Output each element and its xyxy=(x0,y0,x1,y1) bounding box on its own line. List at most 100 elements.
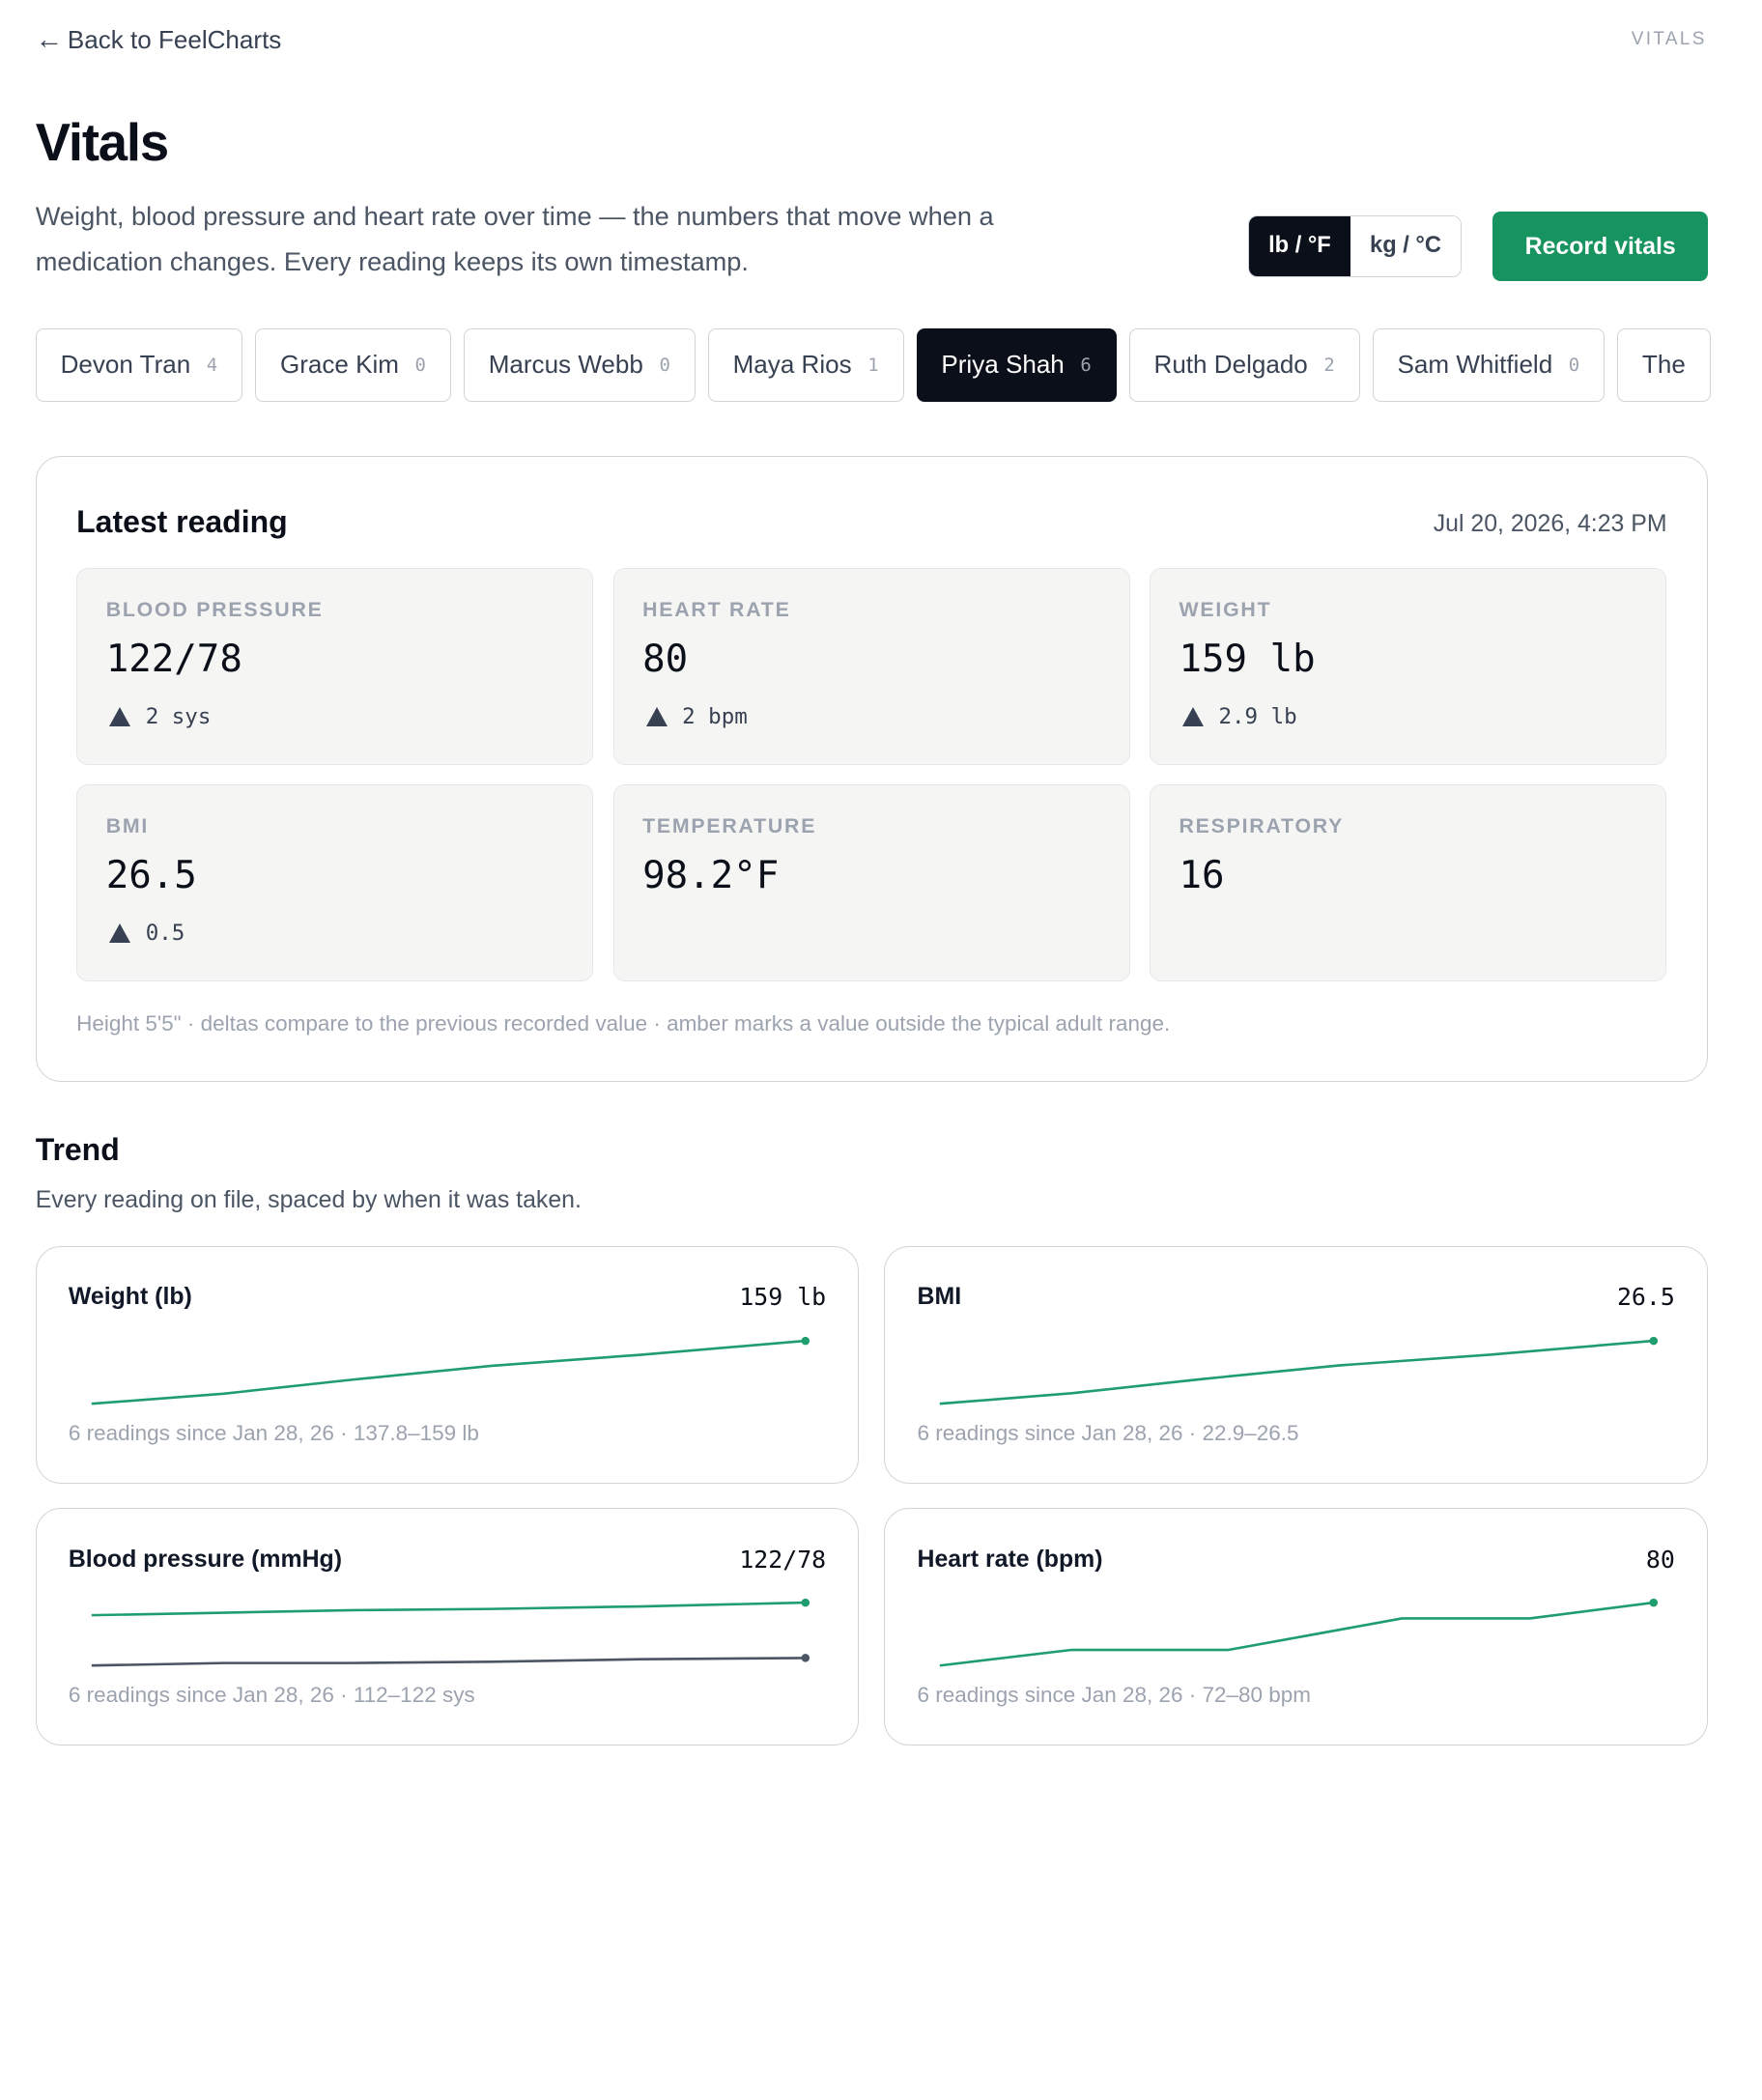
stat-label: BMI xyxy=(105,813,150,837)
series-end-point-2 xyxy=(801,1653,810,1662)
series-line-1 xyxy=(91,1601,806,1617)
series-end-point-1 xyxy=(801,1336,810,1345)
stat-temperature: TEMPERATURE 98.2°F xyxy=(612,784,1130,981)
stat-label: BLOOD PRESSURE xyxy=(105,597,324,621)
patient-tab-count: 0 xyxy=(659,354,670,376)
stat-delta-value: 0.5 xyxy=(145,920,185,946)
arrow-left-icon: ← xyxy=(35,24,64,56)
section-label: VITALS xyxy=(1631,29,1707,50)
patient-tab-name: Priya Shah xyxy=(941,350,1065,380)
patient-tab-ruth-delgado[interactable]: Ruth Delgado 2 xyxy=(1128,327,1360,402)
stat-value: 16 xyxy=(1179,854,1225,898)
trend-card-current: 122/78 xyxy=(739,1545,827,1574)
trend-card-title: Heart rate (bpm) xyxy=(917,1545,1103,1573)
trend-card-caption: 6 readings since Jan 28, 26 · 137.8–159 … xyxy=(68,1420,479,1445)
series-line-2 xyxy=(91,1656,806,1667)
sparkline-chart xyxy=(91,1336,810,1405)
stat-value: 159 lb xyxy=(1179,638,1316,682)
patient-tab-name: Marcus Webb xyxy=(488,350,643,380)
patient-tab-name: Sam Whitfield xyxy=(1397,350,1553,380)
patient-tab-name: The xyxy=(1641,350,1686,380)
triangle-up-icon xyxy=(109,923,131,943)
stat-value: 98.2°F xyxy=(642,854,780,898)
stat-delta-value: 2 bpm xyxy=(682,704,748,730)
series-end-point-1 xyxy=(801,1598,810,1607)
patient-tab-count: 1 xyxy=(867,354,879,376)
stat-weight: WEIGHT 159 lb 2.9 lb xyxy=(1149,568,1667,766)
stat-label: HEART RATE xyxy=(642,597,791,621)
latest-reading-title: Latest reading xyxy=(76,504,288,540)
stat-heart-rate: HEART RATE 80 2 bpm xyxy=(612,568,1130,766)
patient-tab-count: 4 xyxy=(206,354,218,376)
stat-label: TEMPERATURE xyxy=(642,813,817,837)
triangle-up-icon xyxy=(1182,707,1205,727)
patient-tab-name: Maya Rios xyxy=(732,350,852,380)
stat-delta: 2 sys xyxy=(109,704,211,729)
patient-tab-devon-tran[interactable]: Devon Tran 4 xyxy=(35,327,243,402)
trend-card-current: 80 xyxy=(1645,1545,1675,1574)
trend-card-caption: 6 readings since Jan 28, 26 · 72–80 bpm xyxy=(917,1682,1312,1707)
stat-delta-value: 2.9 lb xyxy=(1218,704,1297,730)
top-bar: ← Back to FeelCharts VITALS xyxy=(36,20,1707,59)
stat-delta: 2.9 lb xyxy=(1182,704,1297,729)
stat-bmi: BMI 26.5 0.5 xyxy=(76,784,594,981)
latest-reading-timestamp: Jul 20, 2026, 4:23 PM xyxy=(1433,509,1667,537)
series-end-point-1 xyxy=(1649,1598,1659,1607)
sparkline-chart xyxy=(940,1336,1659,1405)
series-end-point-1 xyxy=(1649,1336,1659,1345)
trend-card-bmi: BMI 26.5 6 readings since Jan 28, 26 · 22.… xyxy=(884,1245,1708,1484)
trend-title: Trend xyxy=(35,1132,120,1168)
series-line-1 xyxy=(940,1339,1655,1405)
stat-delta: 2 bpm xyxy=(645,704,748,730)
patient-tab-grace-kim[interactable]: Grace Kim 0 xyxy=(255,327,451,402)
stat-value: 26.5 xyxy=(105,854,197,898)
stat-value: 122/78 xyxy=(105,638,242,682)
trend-card-heart-rate-bpm: Heart rate (bpm) 80 6 readings since Jan 2… xyxy=(884,1507,1708,1746)
patient-tab-name: Grace Kim xyxy=(279,350,399,380)
stat-delta: 0.5 xyxy=(109,921,185,946)
stat-blood-pressure: BLOOD PRESSURE 122/78 2 sys xyxy=(76,568,594,766)
trend-card-title: Blood pressure (mmHg) xyxy=(68,1545,343,1573)
triangle-up-icon xyxy=(109,707,131,727)
patient-tab-count: 6 xyxy=(1080,354,1092,376)
trend-card-caption: 6 readings since Jan 28, 26 · 22.9–26.5 xyxy=(917,1420,1299,1445)
series-line-1 xyxy=(940,1601,1655,1667)
patient-tab-count: 0 xyxy=(1568,354,1580,376)
trend-card-caption: 6 readings since Jan 28, 26 · 112–122 sy… xyxy=(68,1682,475,1707)
unit-toggle: lb / °F kg / °C xyxy=(1247,214,1463,277)
back-link[interactable]: ← Back to FeelCharts xyxy=(36,25,282,55)
patient-tab-the[interactable]: The xyxy=(1617,327,1711,402)
series-line-1 xyxy=(91,1339,806,1405)
patient-tab-marcus-webb[interactable]: Marcus Webb 0 xyxy=(463,327,696,402)
record-vitals-button[interactable]: Record vitals xyxy=(1492,212,1708,282)
stat-value: 80 xyxy=(642,638,689,682)
patient-tab-priya-shah[interactable]: Priya Shah 6 xyxy=(916,327,1117,402)
trend-card-current: 159 lb xyxy=(739,1283,827,1312)
trend-card-title: Weight (lb) xyxy=(68,1283,192,1311)
patient-tab-maya-rios[interactable]: Maya Rios 1 xyxy=(707,327,904,402)
sparkline-chart xyxy=(940,1598,1659,1667)
patient-tab-name: Ruth Delgado xyxy=(1153,350,1308,380)
stat-label: WEIGHT xyxy=(1179,597,1272,621)
stat-label: RESPIRATORY xyxy=(1179,813,1345,837)
back-link-label: Back to FeelCharts xyxy=(67,24,282,54)
patient-tab-count: 2 xyxy=(1323,354,1335,376)
page-title: Vitals xyxy=(35,113,169,173)
latest-reading-panel: Latest reading Jul 20, 2026, 4:23 PM BLO… xyxy=(35,456,1708,1083)
trend-subtitle: Every reading on file, spaced by when it… xyxy=(35,1186,582,1213)
patient-tab-name: Devon Tran xyxy=(60,350,191,380)
unit-option-metric[interactable]: kg / °C xyxy=(1350,215,1462,276)
latest-reading-note: Height 5'5" · deltas compare to the prev… xyxy=(76,1010,1171,1036)
trend-card-blood-pressure-mmhg: Blood pressure (mmHg) 122/78 6 readings si… xyxy=(35,1507,860,1746)
patient-tab-count: 0 xyxy=(414,354,426,376)
patient-tabs: Devon Tran 4 Grace Kim 0 Marcus Webb 0 Maya Ri… xyxy=(35,327,1748,402)
unit-option-imperial[interactable]: lb / °F xyxy=(1248,215,1350,276)
stat-respiratory: RESPIRATORY 16 xyxy=(1149,784,1667,981)
page-subtitle: Weight, blood pressure and heart rate ov… xyxy=(35,201,994,276)
trend-card-current: 26.5 xyxy=(1616,1283,1675,1312)
trend-card-weight-lb: Weight (lb) 159 lb 6 readings since Jan 28… xyxy=(35,1245,860,1484)
trend-card-title: BMI xyxy=(917,1283,962,1311)
patient-tab-sam-whitfield[interactable]: Sam Whitfield 0 xyxy=(1372,327,1606,402)
sparkline-chart xyxy=(91,1598,810,1667)
triangle-up-icon xyxy=(645,707,668,727)
